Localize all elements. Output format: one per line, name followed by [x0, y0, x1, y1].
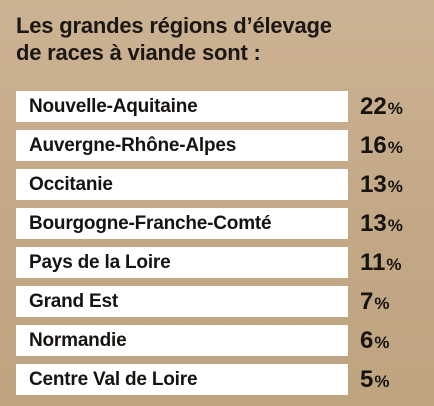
region-label-box: Nouvelle-Aquitaine: [16, 91, 348, 122]
region-name: Pays de la Loire: [29, 251, 171, 273]
title-line-2: de races à viande sont :: [16, 40, 261, 65]
region-row: Nouvelle-Aquitaine 22%: [16, 91, 416, 122]
region-percentage: 22%: [360, 91, 403, 122]
region-name: Bourgogne-Franche-Comté: [29, 212, 272, 234]
region-name: Centre Val de Loire: [29, 368, 198, 390]
region-name: Auvergne-Rhône-Alpes: [29, 134, 237, 156]
percent-sign: %: [374, 332, 390, 352]
region-name: Nouvelle-Aquitaine: [29, 95, 198, 117]
region-row: Occitanie 13%: [16, 169, 416, 200]
chart-title: Les grandes régions d’élevage de races à…: [16, 12, 416, 66]
region-label-box: Pays de la Loire: [16, 247, 348, 278]
percentage-value: 22: [360, 92, 387, 120]
region-label-box: Auvergne-Rhône-Alpes: [16, 130, 348, 161]
region-name: Normandie: [29, 329, 127, 351]
region-percentage: 16%: [360, 130, 403, 161]
region-percentage: 13%: [360, 208, 403, 239]
title-line-1: Les grandes régions d’élevage: [16, 13, 332, 38]
region-percentage: 13%: [360, 169, 403, 200]
region-row: Auvergne-Rhône-Alpes 16%: [16, 130, 416, 161]
region-label-box: Normandie: [16, 325, 348, 356]
region-label-box: Bourgogne-Franche-Comté: [16, 208, 348, 239]
region-percentage: 6%: [360, 325, 389, 356]
region-label-box: Grand Est: [16, 286, 348, 317]
region-percentage: 7%: [360, 286, 389, 317]
percent-sign: %: [387, 98, 403, 118]
percentage-value: 13: [360, 209, 387, 237]
region-row: Normandie 6%: [16, 325, 416, 356]
region-percentage: 11%: [360, 247, 402, 278]
percentage-value: 13: [360, 170, 387, 198]
percent-sign: %: [386, 254, 402, 274]
region-row: Pays de la Loire 11%: [16, 247, 416, 278]
region-name: Grand Est: [29, 290, 118, 312]
region-row: Grand Est 7%: [16, 286, 416, 317]
region-row: Centre Val de Loire 5%: [16, 364, 416, 395]
region-percentage: 5%: [360, 364, 389, 395]
region-name: Occitanie: [29, 173, 113, 195]
percent-sign: %: [387, 176, 403, 196]
percentage-value: 11: [360, 248, 386, 276]
region-row: Bourgogne-Franche-Comté 13%: [16, 208, 416, 239]
percentage-value: 16: [360, 131, 387, 159]
percentage-value: 7: [360, 287, 374, 315]
percent-sign: %: [374, 293, 390, 313]
percent-sign: %: [387, 215, 403, 235]
percentage-value: 6: [360, 326, 374, 354]
percent-sign: %: [387, 137, 403, 157]
percent-sign: %: [374, 371, 390, 391]
region-label-box: Occitanie: [16, 169, 348, 200]
percentage-value: 5: [360, 365, 374, 393]
region-list: Nouvelle-Aquitaine 22% Auvergne-Rhône-Alpe…: [16, 91, 416, 403]
region-label-box: Centre Val de Loire: [16, 364, 348, 395]
